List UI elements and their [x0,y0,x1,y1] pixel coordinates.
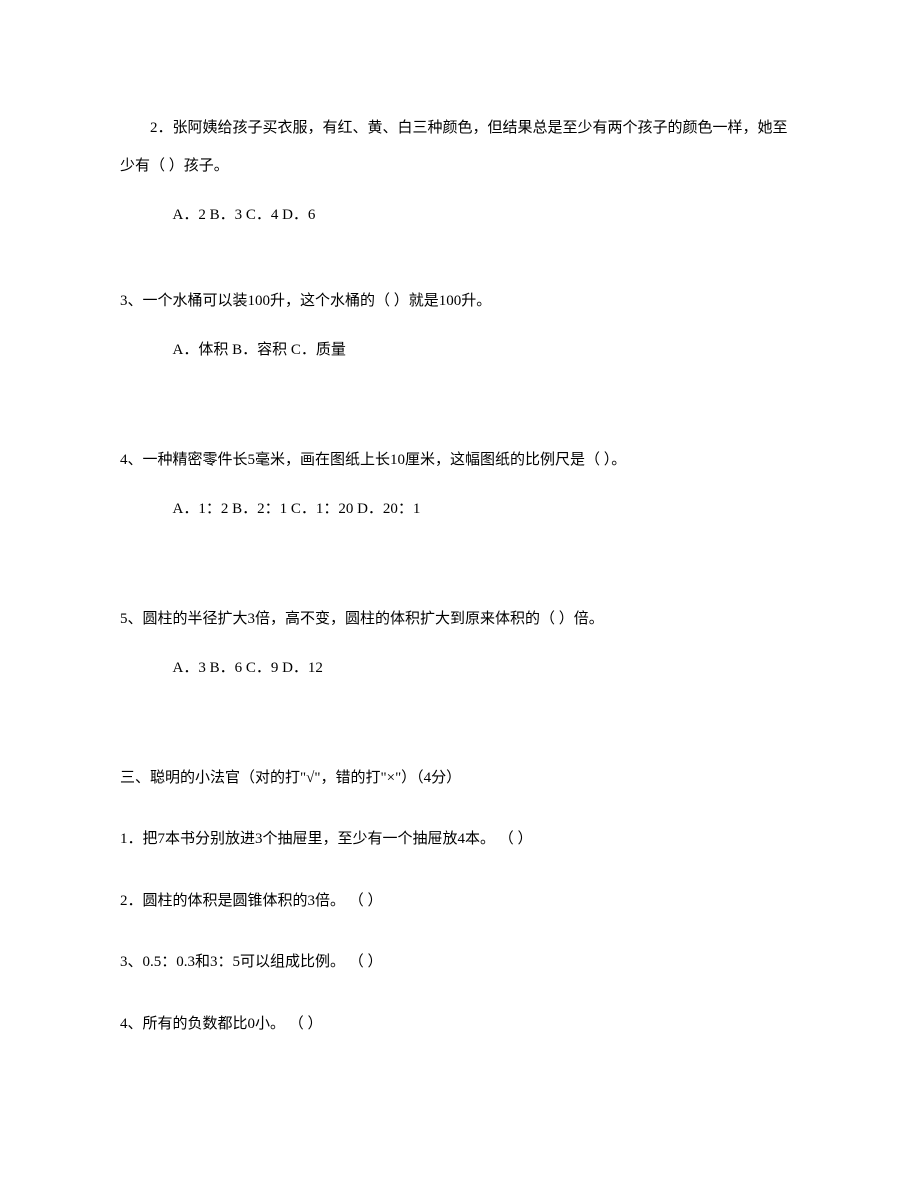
question-3: 3、一个水桶可以装100升，这个水桶的（ ）就是100升。 A．体积 B．容积 … [120,283,800,370]
question-3-options: A．体积 B．容积 C．质量 [120,332,800,370]
judge-item-3: 3、0.5：0.3和3：5可以组成比例。 （ ） [120,944,800,982]
question-5-text: 5、圆柱的半径扩大3倍，高不变，圆柱的体积扩大到原来体积的（ ）倍。 [120,601,800,639]
question-4-options: A．1：2 B．2：1 C．1：20 D．20：1 [120,491,800,529]
question-2-options: A．2 B．3 C．4 D．6 [120,197,800,235]
judge-item-4: 4、所有的负数都比0小。 （ ） [120,1006,800,1044]
question-5-options: A．3 B．6 C．9 D．12 [120,650,800,688]
question-2: 2．张阿姨给孩子买衣服，有红、黄、白三种颜色，但结果总是至少有两个孩子的颜色一样… [120,110,800,235]
question-4-text: 4、一种精密零件长5毫米，画在图纸上长10厘米，这幅图纸的比例尺是（ ）。 [120,442,800,480]
judge-item-1: 1．把7本书分别放进3个抽屉里，至少有一个抽屉放4本。 （ ） [120,821,800,859]
question-2-text: 2．张阿姨给孩子买衣服，有红、黄、白三种颜色，但结果总是至少有两个孩子的颜色一样… [120,110,800,185]
section-3: 三、聪明的小法官（对的打"√"，错的打"×"）（4分） 1．把7本书分别放进3个… [120,760,800,1044]
question-4: 4、一种精密零件长5毫米，画在图纸上长10厘米，这幅图纸的比例尺是（ ）。 A．… [120,442,800,529]
section-3-header: 三、聪明的小法官（对的打"√"，错的打"×"）（4分） [120,760,800,798]
judge-item-2: 2．圆柱的体积是圆锥体积的3倍。 （ ） [120,883,800,921]
question-5: 5、圆柱的半径扩大3倍，高不变，圆柱的体积扩大到原来体积的（ ）倍。 A．3 B… [120,601,800,688]
question-3-text: 3、一个水桶可以装100升，这个水桶的（ ）就是100升。 [120,283,800,321]
